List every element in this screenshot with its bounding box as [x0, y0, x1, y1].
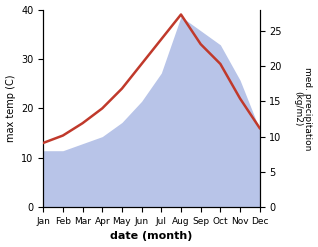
Y-axis label: med. precipitation
(kg/m2): med. precipitation (kg/m2) [293, 67, 313, 150]
Y-axis label: max temp (C): max temp (C) [5, 75, 16, 142]
X-axis label: date (month): date (month) [110, 231, 193, 242]
